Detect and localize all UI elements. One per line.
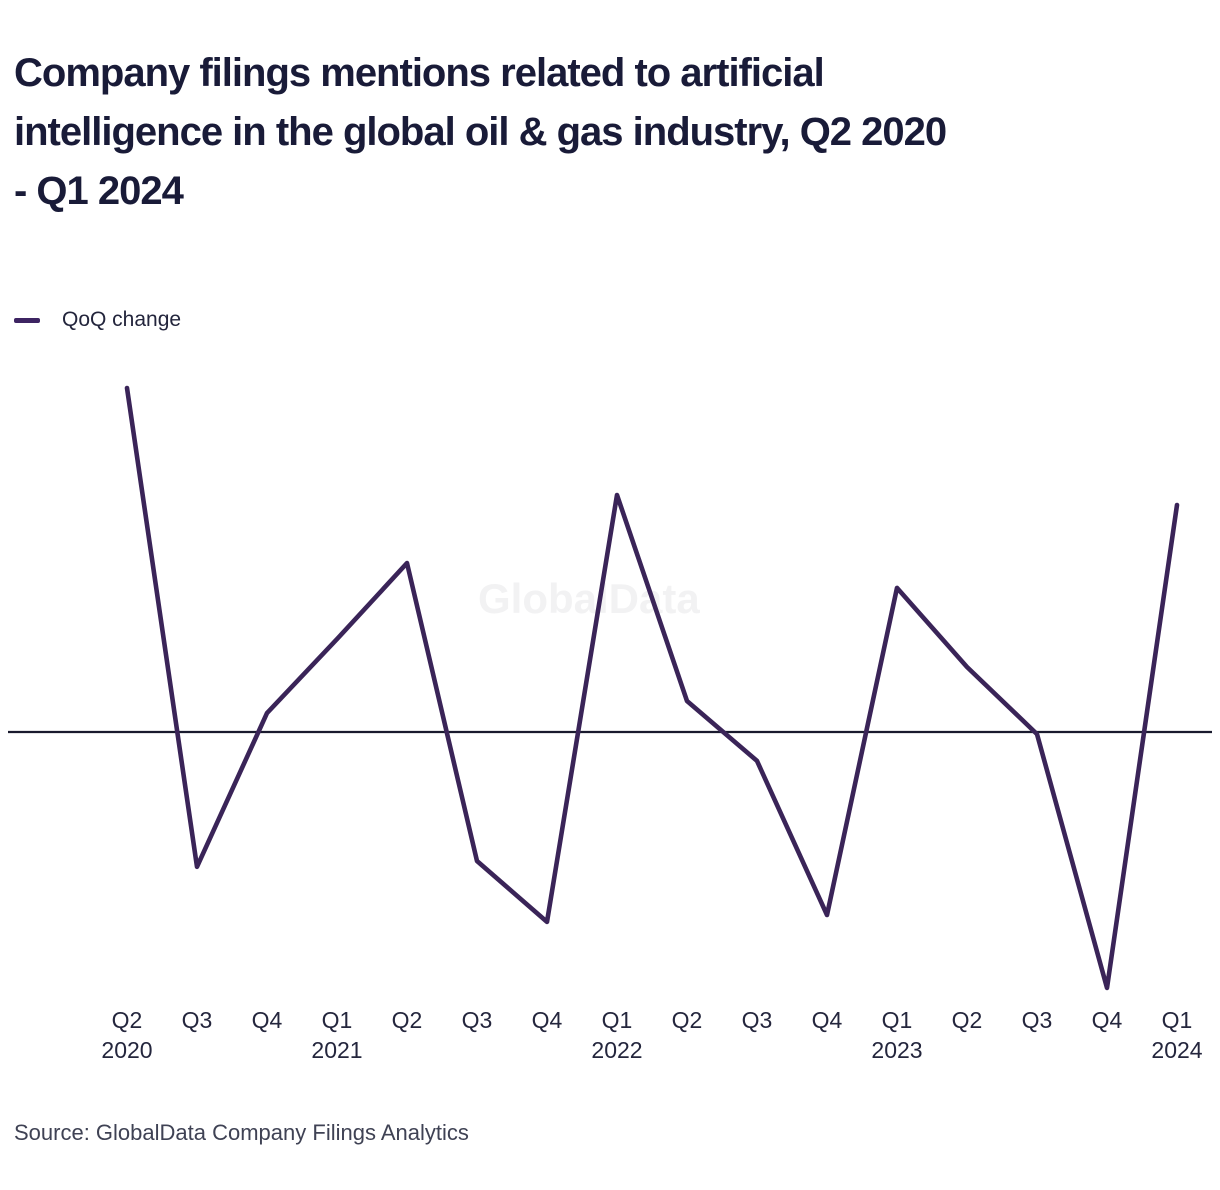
globaldata-watermark: GlobalData — [478, 575, 700, 622]
title-line-1: Company filings mentions related to arti… — [14, 51, 825, 95]
qoq-change-line — [124, 385, 1180, 991]
title-line-2: intelligence in the global oil & gas ind… — [14, 110, 947, 154]
legend: QoQ change — [14, 308, 181, 332]
page-title: Company filings mentions related to arti… — [14, 44, 1210, 221]
source-attribution: Source: GlobalData Company Filings Analy… — [14, 1120, 469, 1145]
legend-label: QoQ change — [62, 308, 182, 331]
legend-line-swatch-icon — [14, 317, 40, 323]
title-line-3: - Q1 2024 — [14, 169, 184, 213]
